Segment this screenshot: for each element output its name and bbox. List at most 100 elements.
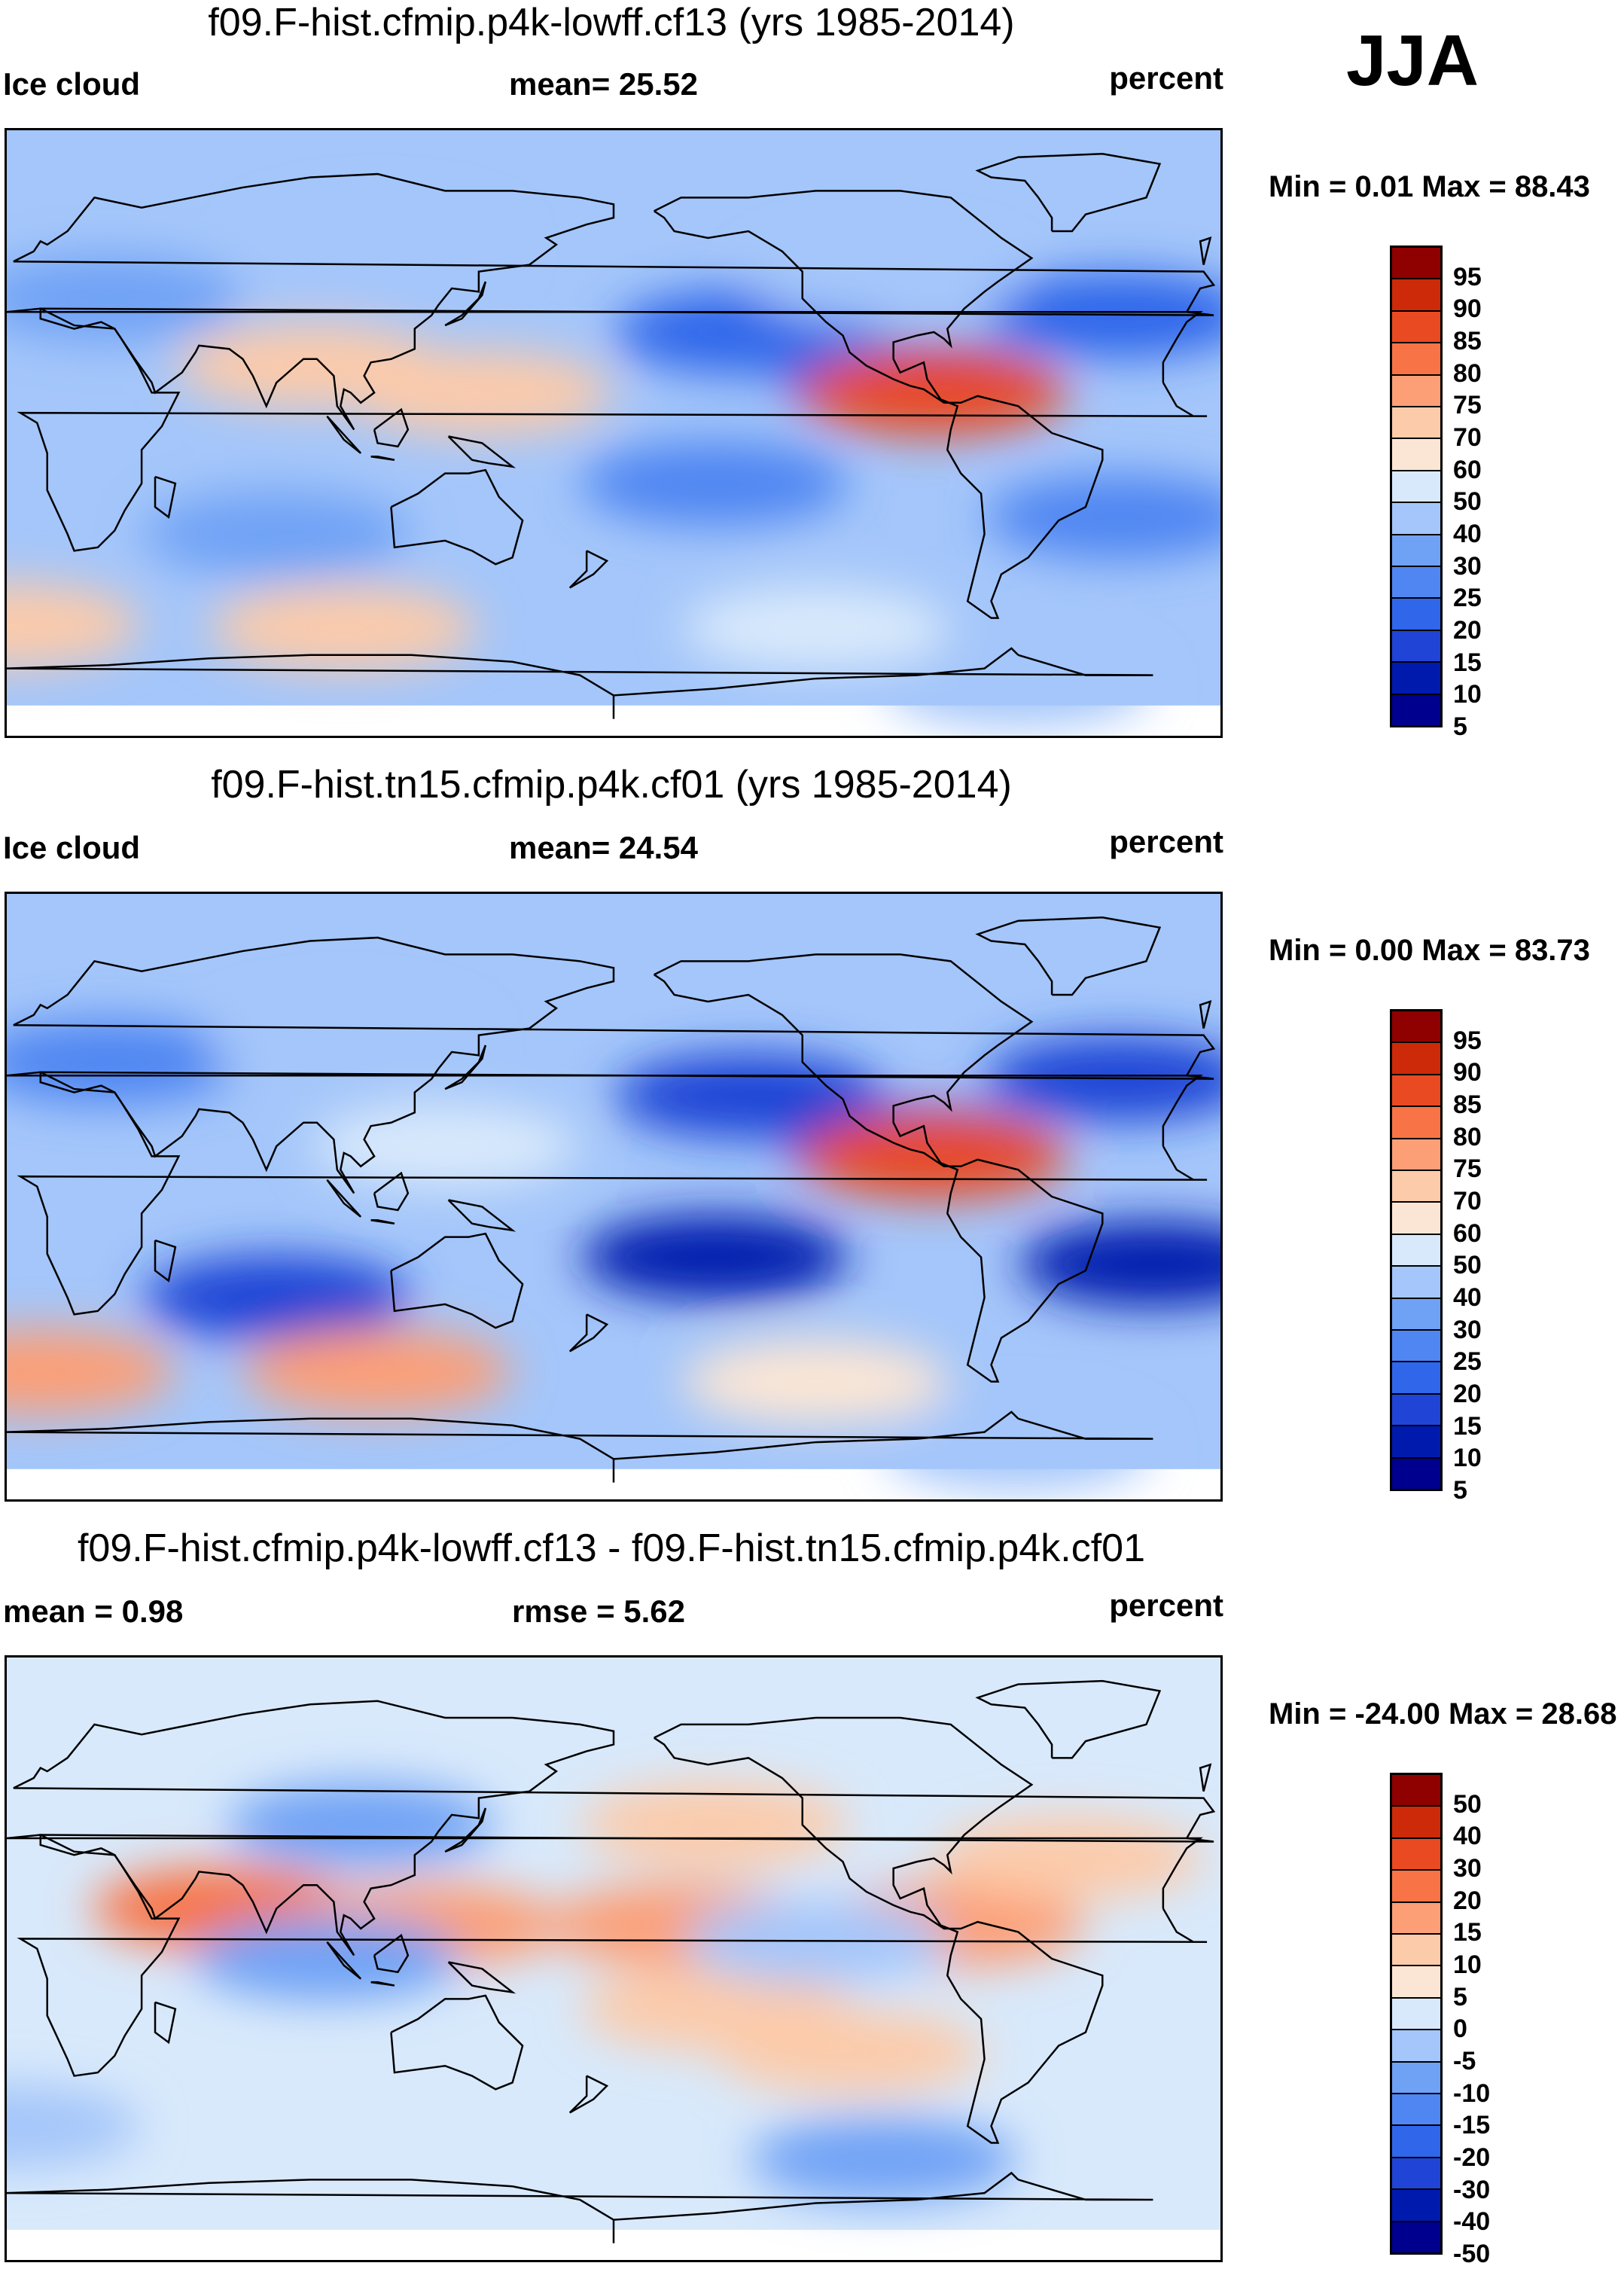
colorbar-tick-label: 15 (1453, 1918, 1482, 1947)
colorbar-tick-label: 10 (1453, 1444, 1482, 1473)
colorbar-tick-label: 85 (1453, 327, 1482, 355)
coastline (373, 1171, 410, 1212)
coastlines (7, 1679, 1216, 2243)
colorbar-tick-label: 95 (1453, 262, 1482, 291)
panel3-units: percent (1109, 1587, 1223, 1623)
colorbar-tick-label: 50 (1453, 1789, 1482, 1819)
panel1-mean: mean= 25.52 (509, 66, 699, 102)
colorbar-swatch (1392, 1871, 1440, 1903)
coastline (975, 916, 1162, 996)
panel3-mean: mean = 0.98 (3, 1593, 184, 1629)
colorbar-tick-label: -40 (1453, 2207, 1491, 2237)
colorbar-swatch (1392, 375, 1440, 408)
colorbar-swatch (1392, 279, 1440, 312)
coastline (447, 1961, 516, 1994)
coastline (447, 435, 516, 468)
colorbar-swatch (1392, 1362, 1440, 1395)
colorbar-swatch (1392, 311, 1440, 344)
colorbar-tick-label: -5 (1453, 2047, 1476, 2075)
field-blob (193, 1917, 461, 2001)
panel3-title: f09.F-hist.cfmip.p4k-lowff.cf13 - f09.F-… (77, 1526, 1146, 1570)
colorbar-box (1390, 1009, 1443, 1491)
field-blob (682, 585, 949, 671)
colorbar-box (1390, 246, 1443, 727)
coastline (370, 1219, 395, 1224)
coastline (373, 1933, 410, 1974)
coastline (975, 153, 1162, 233)
field-blob (749, 239, 1017, 325)
field-blob (581, 1215, 849, 1300)
colorbar-tick-label: 60 (1453, 1218, 1482, 1248)
coastline (1199, 1000, 1212, 1029)
panel2-minmax: Min = 0.00 Max = 83.73 (1269, 934, 1590, 967)
coastlines (7, 916, 1216, 1483)
colorbar-swatch (1392, 407, 1440, 440)
field-blob (800, 350, 1068, 435)
field-blob (7, 1020, 242, 1105)
coastlines (7, 153, 1216, 719)
colorbar-swatch (1392, 2030, 1440, 2063)
panel1-minmax: Min = 0.01 Max = 88.43 (1269, 170, 1590, 203)
colorbar-tick-label: 30 (1453, 551, 1482, 581)
coastline (326, 1941, 362, 1980)
colorbar-swatch (1392, 1838, 1440, 1871)
coastline (7, 307, 1208, 552)
coastline (654, 1716, 1104, 2144)
colorbar-swatch (1392, 503, 1440, 535)
field-blob (885, 642, 1152, 728)
colorbar-swatch (1392, 1043, 1440, 1075)
colorbar-swatch (1392, 1234, 1440, 1267)
colorbar-swatch (1392, 1011, 1440, 1044)
colorbar-swatch (1392, 248, 1440, 280)
coastline (154, 475, 177, 519)
colorbar-tick-label: 30 (1453, 1315, 1482, 1344)
colorbar-swatch (1392, 663, 1440, 695)
field-blob (311, 1103, 579, 1189)
coastline (444, 1807, 487, 1853)
colorbar-swatch (1392, 1998, 1440, 2031)
coastline (444, 1045, 487, 1090)
colorbar-swatch (1392, 1426, 1440, 1459)
colorbar-swatch (1392, 1966, 1440, 1999)
coastline (1199, 236, 1212, 265)
coastline (13, 1700, 1216, 1956)
colorbar-swatch (1392, 1203, 1440, 1235)
coastline (1199, 1763, 1212, 1792)
panel2-colorbar: 95 90 85 80 75 70 60 50 40 30 25 20 15 10 5 (1390, 1009, 1586, 1505)
coastline (568, 2075, 609, 2114)
panel1-title: f09.F-hist.cfmip.p4k-lowff.cf13 (yrs 198… (208, 1, 1015, 44)
colorbar-swatch (1392, 2222, 1440, 2253)
colorbar-tick-label: 40 (1453, 1283, 1482, 1312)
colorbar-swatch (1392, 2126, 1440, 2158)
coastline (975, 1679, 1162, 1759)
colorbar-tick-label: 60 (1453, 455, 1482, 484)
field-blob (716, 2010, 983, 2095)
panel2-map (5, 892, 1223, 1502)
coastline (7, 1071, 1208, 1316)
coastline (13, 936, 1216, 1194)
map-field (7, 1658, 1220, 2243)
season-label: JJA (1346, 20, 1479, 101)
colorbar-tick-label: 95 (1453, 1026, 1482, 1055)
colorbar-tick-label: 25 (1453, 1347, 1482, 1377)
colorbar-tick-label: 70 (1453, 1187, 1482, 1215)
colorbar-swatch (1392, 1075, 1440, 1108)
colorbar-swatch (1392, 1139, 1440, 1172)
coastline (447, 1199, 516, 1232)
colorbar-tick-label: -10 (1453, 2078, 1491, 2108)
colorbar-tick-label: 50 (1453, 1251, 1482, 1280)
coastline (7, 2171, 1153, 2243)
field-blob (210, 1002, 478, 1088)
colorbar-swatch (1392, 1902, 1440, 1935)
field-blob (614, 1053, 882, 1139)
colorbar-swatch (1392, 1458, 1440, 1490)
colorbar-swatch (1392, 439, 1440, 471)
panel2-units: percent (1109, 824, 1223, 859)
coastline (390, 1994, 524, 2091)
colorbar-swatch (1392, 2094, 1440, 2127)
colorbar-tick-label: 25 (1453, 584, 1482, 613)
colorbar-swatch (1392, 1171, 1440, 1203)
panel2-variable: Ice cloud (3, 830, 141, 865)
field-blob (682, 1339, 949, 1424)
coastline (326, 415, 362, 454)
